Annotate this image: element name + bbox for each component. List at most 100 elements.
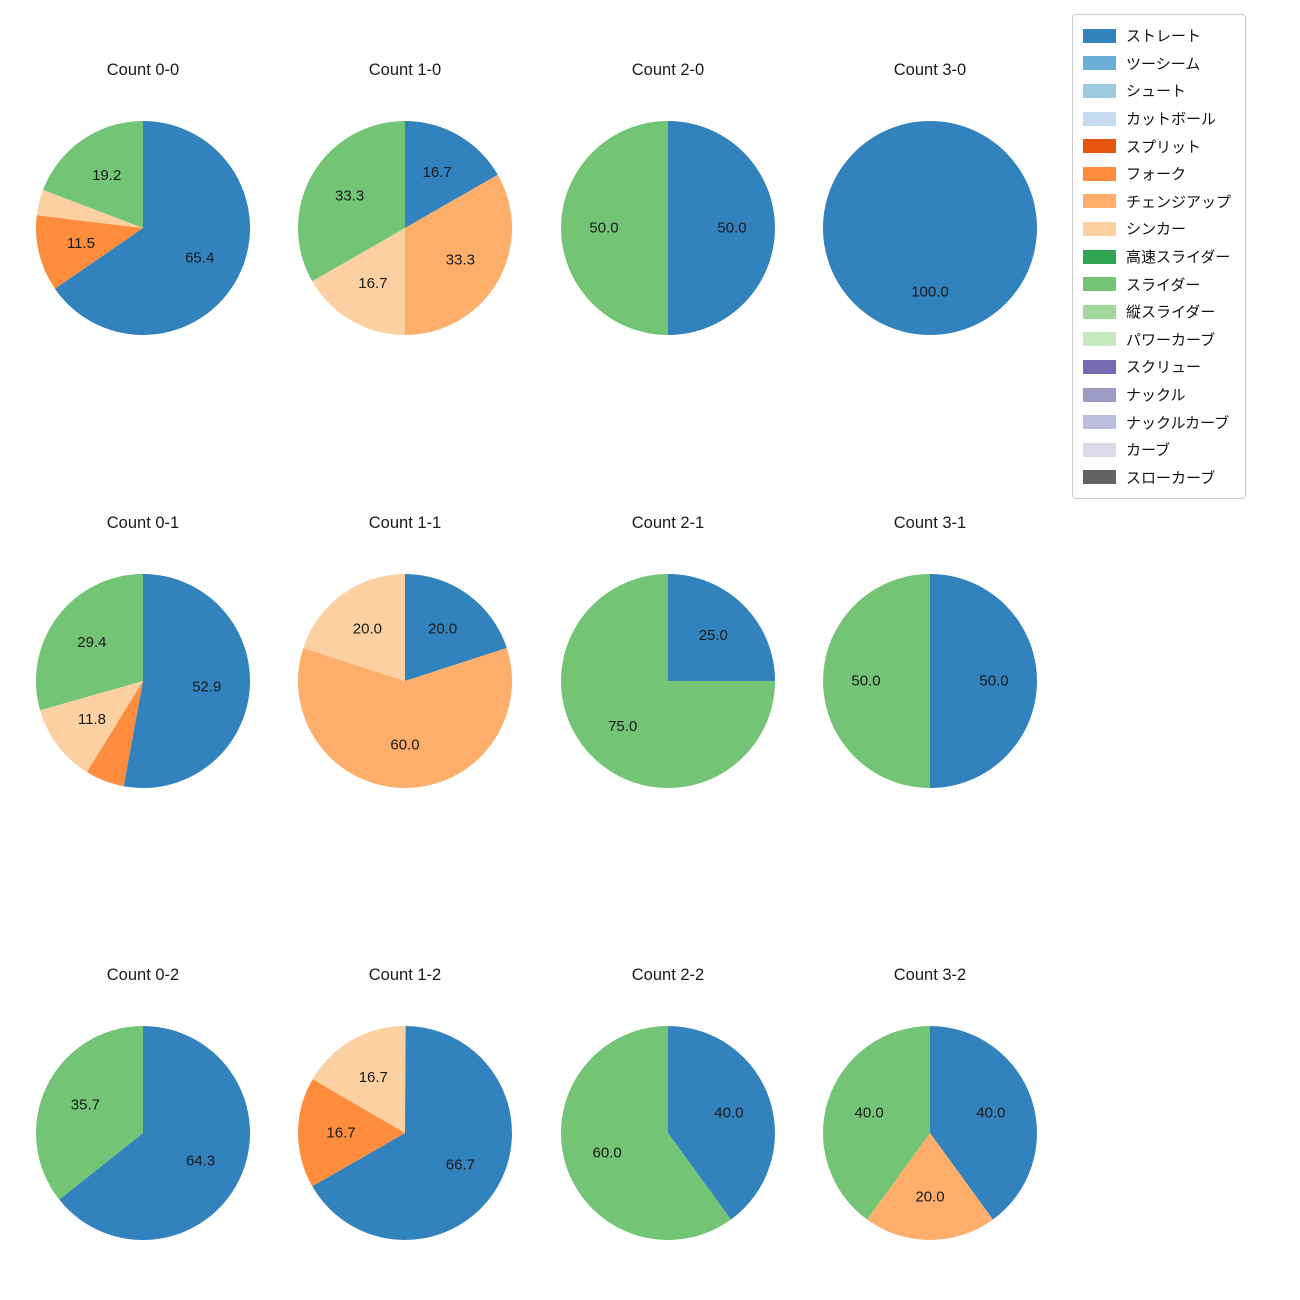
pie-slice: [405, 121, 498, 228]
legend-label: スライダー: [1126, 276, 1201, 294]
legend-label: スクリュー: [1126, 359, 1202, 377]
pie-slice: [59, 1026, 250, 1240]
legend: ストレート ツーシーム シュート カットボール スプリット フォーク チェンジアップ シンカー…: [1072, 14, 1247, 500]
legend-color-swatch: [1083, 470, 1116, 485]
pie-slice: [930, 1026, 1037, 1220]
chart-title: Count 3-1: [893, 514, 967, 532]
slice-percentage-label: 66.7: [446, 1157, 475, 1174]
legend-label: フォーク: [1126, 166, 1187, 184]
slice-percentage-label: 29.4: [77, 634, 106, 651]
pie-slice: [298, 647, 512, 789]
pie-chart-cell: Count 2-1 25.0 75.0: [537, 508, 799, 812]
pie-slice: [561, 574, 775, 788]
pie-slice: [123, 574, 250, 788]
chart-title: Count 2-1: [631, 514, 705, 532]
chart-title: Count 1-2: [368, 966, 442, 984]
slice-percentage-label: 65.4: [185, 249, 214, 266]
pie-chart-cell: Count 0-1 52.9 11.8 29.4: [12, 508, 274, 812]
pie-chart-cell: Count 1-2 66.7 16.7 16.7: [274, 960, 536, 1264]
legend-label: スプリット: [1126, 138, 1202, 156]
legend-label: ストレート: [1126, 28, 1202, 46]
legend-color-swatch: [1083, 83, 1116, 98]
legend-label: シュート: [1126, 83, 1187, 101]
legend-color-swatch: [1083, 56, 1116, 71]
pie-chart: 40.0 60.0: [560, 1026, 775, 1240]
legend-label: シンカー: [1126, 221, 1187, 239]
pie-chart: 50.0 50.0: [823, 574, 1037, 788]
pie-chart-cell: Count 1-1 20.0 60.0 20.0: [274, 508, 536, 812]
chart-title: Count 0-2: [106, 966, 180, 984]
chart-title: Count 0-0: [106, 61, 180, 79]
slice-percentage-label: 50.0: [979, 673, 1008, 690]
legend-color-swatch: [1083, 415, 1116, 430]
pie-slice: [668, 1026, 775, 1220]
legend-label: スローカーブ: [1126, 469, 1216, 487]
legend-color-swatch: [1083, 28, 1116, 43]
legend-item: フォーク: [1083, 160, 1231, 188]
slice-percentage-label: 20.0: [915, 1189, 944, 1206]
legend-item: ナックルカーブ: [1083, 408, 1231, 436]
pie-slice: [35, 1026, 143, 1200]
pie-slice: [823, 574, 930, 788]
pie-chart-cell: Count 0-0 65.4 11.5 19.2: [12, 55, 274, 359]
pie-slice: [36, 189, 143, 228]
legend-item: カーブ: [1083, 436, 1231, 464]
legend-color-swatch: [1083, 139, 1116, 154]
legend-color-swatch: [1083, 249, 1116, 264]
slice-percentage-label: 64.3: [186, 1152, 215, 1169]
chart-title: Count 1-0: [368, 61, 442, 79]
slice-percentage-label: 16.7: [326, 1124, 355, 1141]
slice-percentage-label: 20.0: [428, 621, 457, 638]
slice-percentage-label: 60.0: [390, 737, 419, 754]
legend-item: シンカー: [1083, 215, 1231, 243]
chart-title: Count 0-1: [106, 514, 180, 532]
legend-color-swatch: [1083, 277, 1116, 292]
pie-chart: 65.4 11.5 19.2: [35, 121, 250, 335]
chart-title: Count 1-1: [368, 514, 442, 532]
slice-percentage-label: 40.0: [854, 1105, 883, 1122]
slice-percentage-label: 75.0: [608, 718, 637, 735]
pie-slice: [54, 121, 250, 335]
pie-slice: [40, 681, 143, 773]
pie-chart: 52.9 11.8 29.4: [35, 574, 250, 788]
pie-chart: 64.3 35.7: [35, 1026, 250, 1240]
pie-slice: [35, 574, 143, 711]
pie-chart: 40.0 20.0 40.0: [823, 1026, 1037, 1240]
pie-chart-cell: Count 2-2 40.0 60.0: [537, 960, 799, 1264]
slice-percentage-label: 33.3: [446, 252, 475, 269]
pie-chart-cell: Count 3-2 40.0 20.0 40.0: [799, 960, 1061, 1264]
legend-label: 縦スライダー: [1126, 304, 1216, 322]
legend-label: カットボール: [1126, 111, 1217, 129]
slice-percentage-label: 25.0: [699, 627, 728, 644]
legend-item: ツーシーム: [1083, 50, 1231, 78]
pie-chart-cell: Count 3-0 100.0: [799, 55, 1061, 359]
pie-slice: [312, 1025, 406, 1133]
pie-chart-cell: Count 0-2 64.3 35.7: [12, 960, 274, 1264]
slice-percentage-label: 33.3: [335, 187, 364, 204]
pie-slice: [930, 574, 1037, 788]
legend-color-swatch: [1083, 304, 1116, 319]
slice-percentage-label: 16.7: [422, 164, 451, 181]
chart-title: Count 2-0: [631, 61, 705, 79]
legend-item: スクリュー: [1083, 353, 1231, 381]
legend-label: カーブ: [1126, 442, 1171, 460]
slice-percentage-label: 20.0: [353, 621, 382, 638]
pie-slice: [668, 574, 775, 681]
legend-label: ナックル: [1126, 387, 1186, 405]
slice-percentage-label: 40.0: [714, 1105, 743, 1122]
legend-item: スローカーブ: [1083, 464, 1231, 492]
pie-slice: [867, 1133, 993, 1240]
legend-item: パワーカーブ: [1083, 326, 1231, 354]
legend-color-swatch: [1083, 387, 1116, 402]
slice-percentage-label: 35.7: [71, 1097, 100, 1114]
legend-label: 高速スライダー: [1126, 249, 1231, 267]
slice-percentage-label: 50.0: [717, 220, 746, 237]
slice-percentage-label: 100.0: [911, 284, 949, 301]
pie-slice: [823, 121, 1037, 335]
chart-title: Count 3-2: [893, 966, 967, 984]
pie-slice: [823, 1026, 930, 1220]
pie-slice: [297, 1079, 405, 1187]
pie-slice: [35, 215, 144, 289]
legend-item: スプリット: [1083, 132, 1231, 160]
pie-slice: [303, 574, 405, 681]
